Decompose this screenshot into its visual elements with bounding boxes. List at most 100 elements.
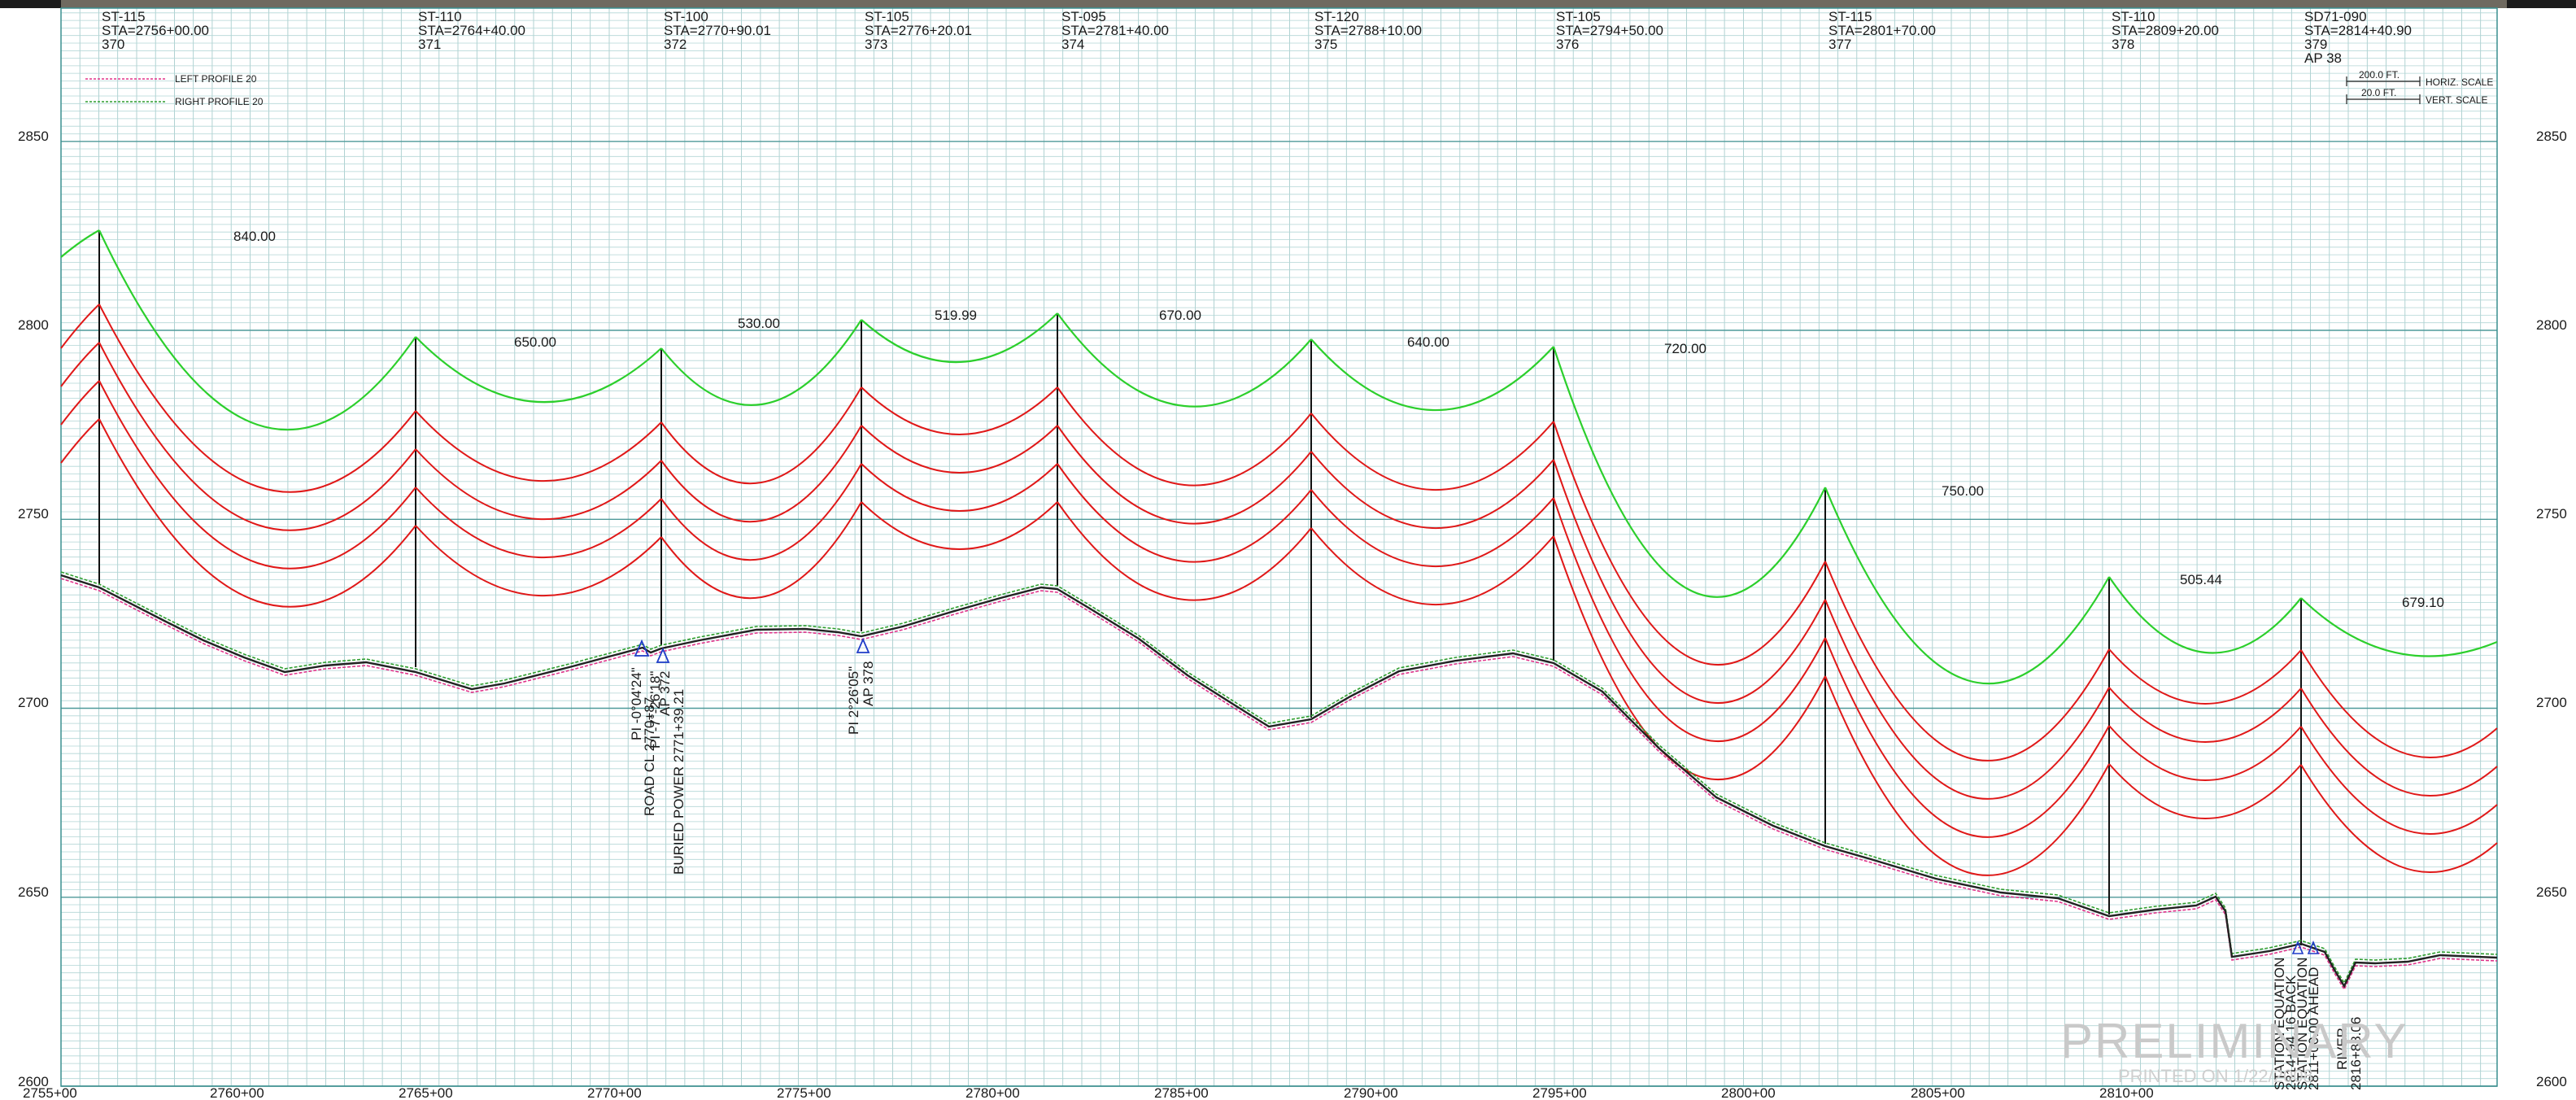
conductor-span	[415, 525, 662, 596]
span-label: 640.00	[1407, 334, 1449, 350]
svg-text:ST-115: ST-115	[102, 9, 146, 24]
station-axis: 2755+00 2760+00 2765+00 2770+00 2775+00 …	[23, 1085, 2154, 1100]
annotations: PI -0°04'24" ROAD CL 2770+87 PI -7°-26'1…	[629, 637, 2364, 1090]
annotation-station-back: 2814+94.16 BACK	[2283, 975, 2299, 1090]
pi-marker-icon	[656, 647, 670, 663]
svg-text:STA=2756+00.00: STA=2756+00.00	[102, 23, 209, 38]
svg-text:374: 374	[1061, 37, 1084, 52]
svg-text:ST-115: ST-115	[1828, 9, 1872, 24]
conductor-span	[415, 448, 662, 520]
span-label: 840.00	[233, 229, 276, 244]
ground-wire-span	[60, 229, 100, 258]
annotation-pi: PI 2°26'05"	[846, 666, 861, 735]
conductor-span	[1310, 451, 1554, 530]
conductor-span	[415, 410, 662, 482]
conductor-span	[1057, 425, 1312, 525]
svg-text:STA=2809+20.00: STA=2809+20.00	[2112, 23, 2219, 38]
conductor-span	[60, 380, 100, 426]
conductor-span	[2108, 725, 2302, 781]
span-label: 505.44	[2180, 572, 2222, 587]
conductor-span	[861, 386, 1058, 435]
horiz-scale-label: HORIZ. SCALE	[2426, 76, 2493, 88]
svg-text:371: 371	[418, 37, 441, 52]
ground-wire-span	[415, 336, 662, 404]
scale-note: 200.0 FT. HORIZ. SCALE 20.0 FT. VERT. SC…	[2346, 69, 2493, 106]
elev-tick-right: 2850	[2536, 129, 2567, 144]
pi-marker-icon	[856, 637, 870, 653]
conductor-span	[98, 342, 416, 531]
elev-tick-left: 2600	[18, 1074, 49, 1089]
svg-text:375: 375	[1314, 37, 1337, 52]
preliminary-watermark: PRELIMINARY	[2060, 1014, 2408, 1068]
svg-text:ST-105: ST-105	[865, 9, 909, 24]
conductor-curves	[60, 229, 2498, 876]
svg-text:377: 377	[1828, 37, 1851, 52]
conductor-span	[1553, 459, 1826, 704]
svg-text:373: 373	[865, 37, 887, 52]
station-tick: 2780+00	[965, 1085, 1020, 1100]
conductor-span	[1310, 527, 1554, 606]
svg-text:STA=2814+40.90: STA=2814+40.90	[2304, 23, 2412, 38]
conductor-span	[1553, 421, 1826, 666]
conductor-span	[98, 380, 416, 570]
ground-wire-span	[1057, 312, 1312, 408]
svg-text:372: 372	[664, 37, 686, 52]
station-tick: 2805+00	[1911, 1085, 1965, 1100]
svg-text:STA=2770+90.01: STA=2770+90.01	[664, 23, 771, 38]
annotation-buried-power: BURIED POWER 2771+39.21	[671, 689, 686, 875]
svg-text:370: 370	[102, 37, 124, 52]
span-lengths: 840.00 650.00 530.00 519.99 670.00 640.0…	[233, 229, 2444, 610]
annotation-pi: PI -7°-26'18"	[647, 671, 663, 749]
conductor-span	[60, 418, 100, 464]
svg-text:STA=2801+70.00: STA=2801+70.00	[1828, 23, 1936, 38]
svg-text:ST-105: ST-105	[1556, 9, 1601, 24]
vert-scale-value: 20.0 FT.	[2361, 87, 2396, 98]
span-label: 530.00	[738, 316, 780, 331]
ground-wire-span	[660, 319, 862, 406]
elev-tick-left: 2750	[18, 506, 49, 522]
svg-text:STA=2764+40.00: STA=2764+40.00	[418, 23, 525, 38]
conductor-span	[1824, 637, 2110, 838]
svg-text:ST-110: ST-110	[418, 9, 462, 24]
station-tick: 2790+00	[1344, 1085, 1398, 1100]
conductor-span	[2108, 648, 2302, 705]
elev-tick-right: 2650	[2536, 884, 2567, 900]
station-tick: 2810+00	[2099, 1085, 2154, 1100]
ground-wire-span	[2108, 576, 2302, 654]
svg-text:STA=2776+20.01: STA=2776+20.01	[865, 23, 972, 38]
svg-text:379: 379	[2304, 37, 2327, 52]
annotation-station-ahead: 2811+00.00 AHEAD	[2306, 967, 2321, 1090]
conductor-span	[60, 342, 100, 387]
svg-text:AP 38: AP 38	[2304, 50, 2342, 66]
conductor-span	[660, 463, 862, 561]
conductor-span	[1057, 463, 1312, 563]
conductor-span	[415, 487, 662, 558]
conductor-span	[98, 303, 416, 493]
conductor-span	[1824, 561, 2110, 762]
conductor-span	[1057, 501, 1312, 601]
conductor-span	[861, 501, 1058, 550]
elev-tick-right: 2600	[2536, 1074, 2567, 1089]
vert-scale-label: VERT. SCALE	[2426, 94, 2487, 106]
conductor-span	[660, 425, 862, 523]
svg-text:ST-110: ST-110	[2112, 9, 2155, 24]
svg-text:ST-120: ST-120	[1314, 9, 1359, 24]
elev-tick-right: 2800	[2536, 317, 2567, 333]
pi-marker-icon	[2291, 940, 2304, 954]
pi-marker-icon	[2307, 940, 2320, 954]
elev-tick-left: 2650	[18, 884, 49, 900]
conductor-span	[1057, 386, 1312, 487]
ground-wire-span	[1310, 338, 1554, 412]
conductor-span	[1553, 497, 1826, 742]
top-border-band	[0, 0, 2576, 8]
